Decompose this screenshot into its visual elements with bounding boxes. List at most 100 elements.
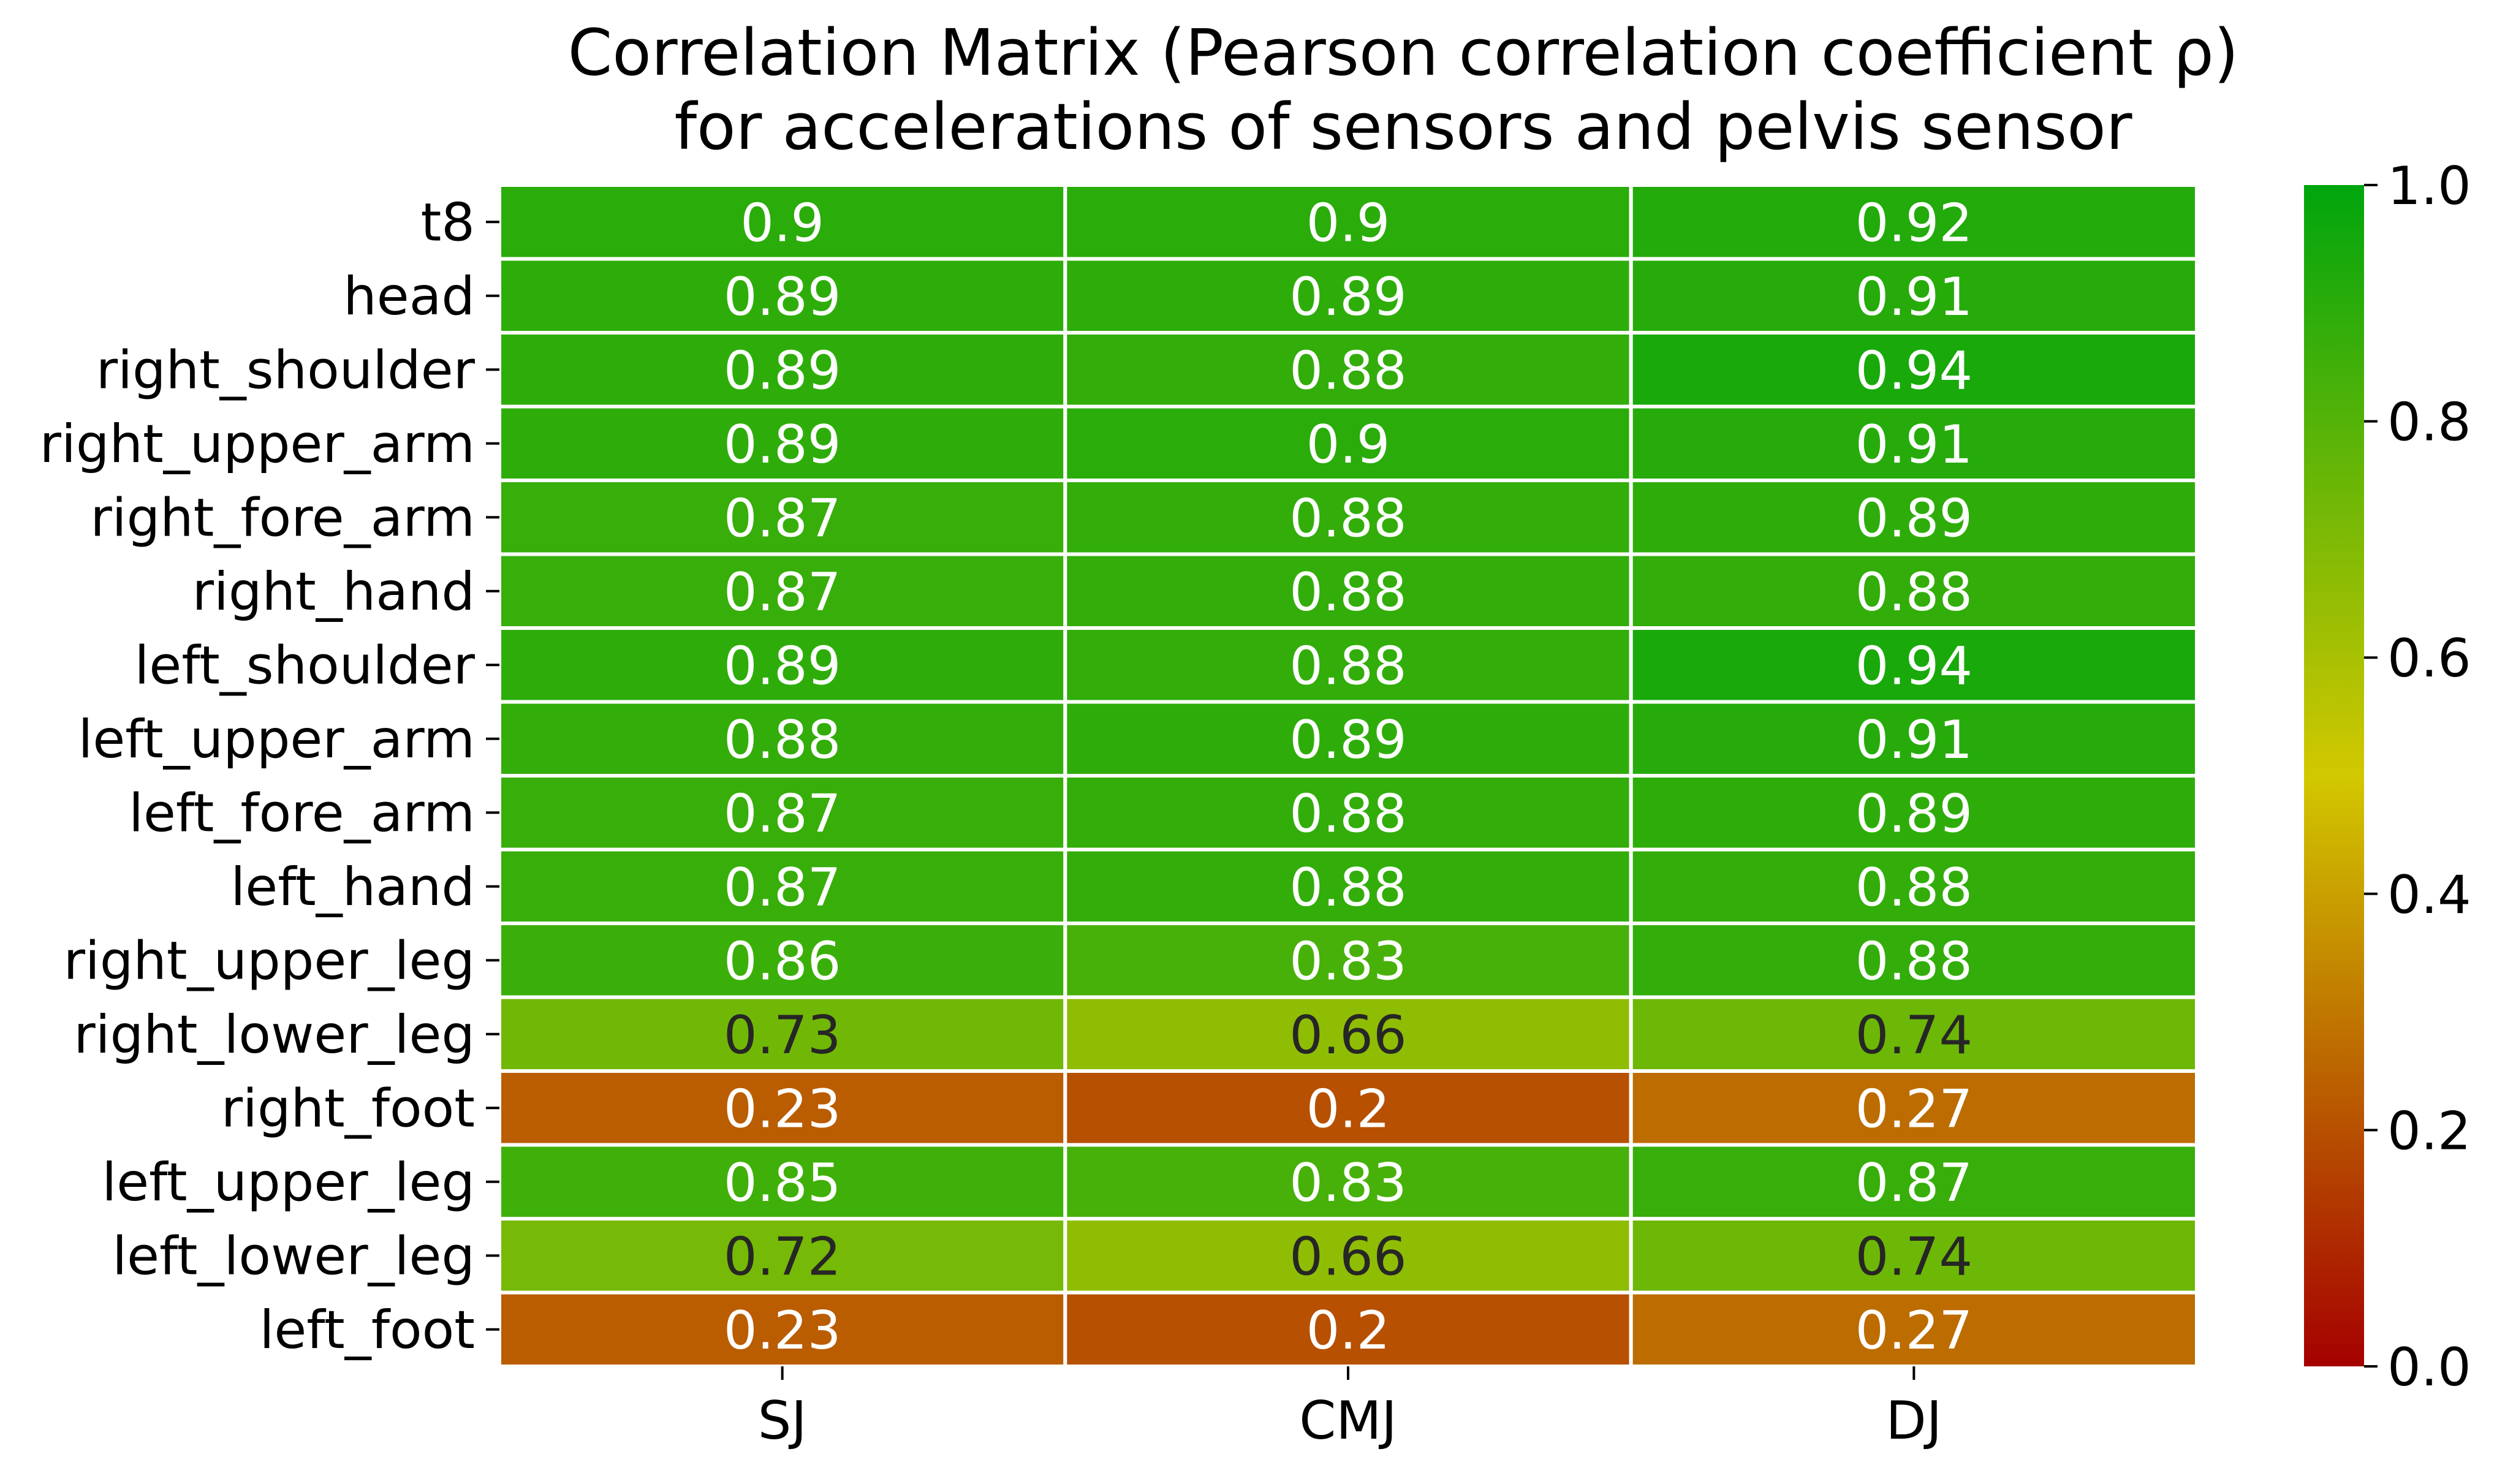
colorbar-tick-label: 0.4	[2387, 865, 2471, 926]
cell-value-label: 0.66	[1289, 1005, 1406, 1066]
cell-value-label: 0.73	[724, 1005, 841, 1066]
cell-value-label: 0.91	[1855, 414, 1973, 475]
y-tick-label: right_upper_leg	[64, 930, 475, 991]
heatmap-cell	[498, 1290, 1067, 1368]
cell-value-label: 0.9	[1306, 414, 1390, 475]
chart-title-line-1: Correlation Matrix (Pearson correlation …	[568, 15, 2239, 90]
cell-value-label: 0.85	[724, 1153, 841, 1214]
y-tick-label: right_lower_leg	[74, 1004, 475, 1066]
y-tick-label: left_fore_arm	[129, 782, 475, 844]
cell-value-label: 0.89	[1289, 267, 1406, 328]
y-tick-label: left_upper_arm	[78, 709, 475, 770]
heatmap-cell	[498, 1069, 1067, 1147]
cell-value-label: 0.89	[1855, 783, 1973, 844]
cell-value-label: 0.9	[740, 192, 824, 254]
colorbar-tick-label: 0.8	[2387, 392, 2471, 453]
colorbar-tick-label: 0.0	[2387, 1337, 2471, 1398]
y-tick-label: right_hand	[192, 561, 475, 623]
cell-value-label: 0.83	[1289, 931, 1406, 992]
cell-value-label: 0.89	[724, 635, 841, 697]
cell-value-label: 0.74	[1855, 1005, 1973, 1066]
cell-value-label: 0.72	[724, 1226, 841, 1287]
y-tick-label: left_hand	[230, 857, 475, 918]
heatmap-cell	[1629, 1069, 2199, 1147]
cell-value-label: 0.88	[1289, 488, 1406, 549]
cell-value-label: 0.88	[1289, 562, 1406, 623]
heatmap-cell	[1063, 1290, 1633, 1368]
x-tick-label: DJ	[1886, 1390, 1942, 1452]
x-tick-label: SJ	[758, 1390, 807, 1452]
heatmap-cell	[1063, 331, 1633, 409]
cell-value-label: 0.86	[724, 931, 841, 992]
colorbar-tick-label: 0.2	[2387, 1100, 2471, 1162]
heatmap-cell	[1629, 847, 2199, 925]
heatmap-cell	[1629, 1143, 2199, 1221]
y-tick-label: right_upper_arm	[40, 414, 475, 475]
heatmap-cell	[1629, 552, 2199, 630]
cell-value-label: 0.27	[1855, 1078, 1973, 1140]
chart-title: Correlation Matrix (Pearson correlation …	[568, 15, 2239, 164]
y-tick-label: right_shoulder	[96, 339, 476, 401]
cell-value-label: 0.23	[724, 1078, 841, 1140]
heatmap-cell	[498, 847, 1067, 925]
heatmap-cell	[1063, 847, 1633, 925]
cell-value-label: 0.88	[1289, 857, 1406, 918]
heatmap-cell	[1629, 1217, 2199, 1295]
cell-value-label: 0.89	[1289, 710, 1406, 771]
cell-value-label: 0.89	[1855, 488, 1973, 549]
heatmap-cell	[498, 700, 1067, 778]
colorbar-tick-label: 0.6	[2387, 628, 2471, 689]
y-tick-label: left_lower_leg	[112, 1225, 475, 1287]
heatmap-cell	[498, 922, 1067, 999]
y-tick-label: left_upper_leg	[102, 1152, 475, 1213]
y-tick-label: left_shoulder	[135, 635, 476, 696]
colorbar-gradient	[2304, 185, 2364, 1366]
cell-value-label: 0.89	[724, 340, 841, 401]
cell-value-label: 0.83	[1289, 1153, 1406, 1214]
heatmap-cell	[1629, 626, 2199, 704]
cell-value-label: 0.89	[724, 414, 841, 475]
heatmap-cell	[1629, 257, 2199, 335]
x-axis: SJ CMJ DJ	[758, 1366, 1942, 1452]
y-tick-label: right_foot	[221, 1078, 475, 1139]
cell-value-label: 0.87	[1855, 1153, 1973, 1214]
heatmap-cell	[1629, 404, 2199, 482]
cell-value-label: 0.88	[1855, 857, 1973, 918]
x-tick-label: CMJ	[1299, 1390, 1397, 1452]
cell-value-label: 0.2	[1306, 1078, 1390, 1140]
cell-value-label: 0.74	[1855, 1226, 1973, 1287]
heatmap-cell	[1063, 183, 1633, 261]
cell-value-label: 0.94	[1855, 635, 1973, 697]
cell-value-label: 0.87	[724, 783, 841, 844]
heatmap-cell	[1629, 700, 2199, 778]
cell-value-label: 0.88	[724, 710, 841, 771]
heatmap-cell	[1063, 626, 1633, 704]
cell-value-label: 0.27	[1855, 1300, 1973, 1361]
heatmap-cell	[1629, 774, 2199, 852]
colorbar: 0.0 0.2 0.4 0.6 0.8 1.0	[2304, 156, 2471, 1398]
heatmap-cell	[498, 626, 1067, 704]
chart-title-line-2: for accelerations of sensors and pelvis …	[674, 89, 2132, 164]
cell-value-label: 0.87	[724, 488, 841, 549]
cell-value-label: 0.94	[1855, 340, 1973, 401]
heatmap-cell	[1063, 479, 1633, 556]
cell-value-label: 0.9	[1306, 192, 1390, 254]
cell-value-label: 0.66	[1289, 1226, 1406, 1287]
cell-value-label: 0.23	[724, 1300, 841, 1361]
cell-value-label: 0.88	[1855, 562, 1973, 623]
y-axis: t8 head right_shoulder right_upper_armright…	[40, 192, 499, 1361]
cell-value-label: 0.88	[1855, 931, 1973, 992]
cell-value-label: 0.87	[724, 857, 841, 918]
cell-value-label: 0.88	[1289, 635, 1406, 697]
colorbar-tick-label: 1.0	[2387, 156, 2471, 217]
cell-value-label: 0.89	[724, 267, 841, 328]
y-tick-label: left_foot	[259, 1300, 475, 1361]
y-tick-label: t8	[421, 192, 475, 253]
cell-value-label: 0.91	[1855, 710, 1973, 771]
heatmap-cell	[1629, 995, 2199, 1073]
heatmap-cell	[1063, 700, 1633, 778]
heatmap-cell	[1629, 1290, 2199, 1368]
cell-value-label: 0.87	[724, 562, 841, 623]
y-tick-label: right_fore_arm	[90, 487, 475, 548]
